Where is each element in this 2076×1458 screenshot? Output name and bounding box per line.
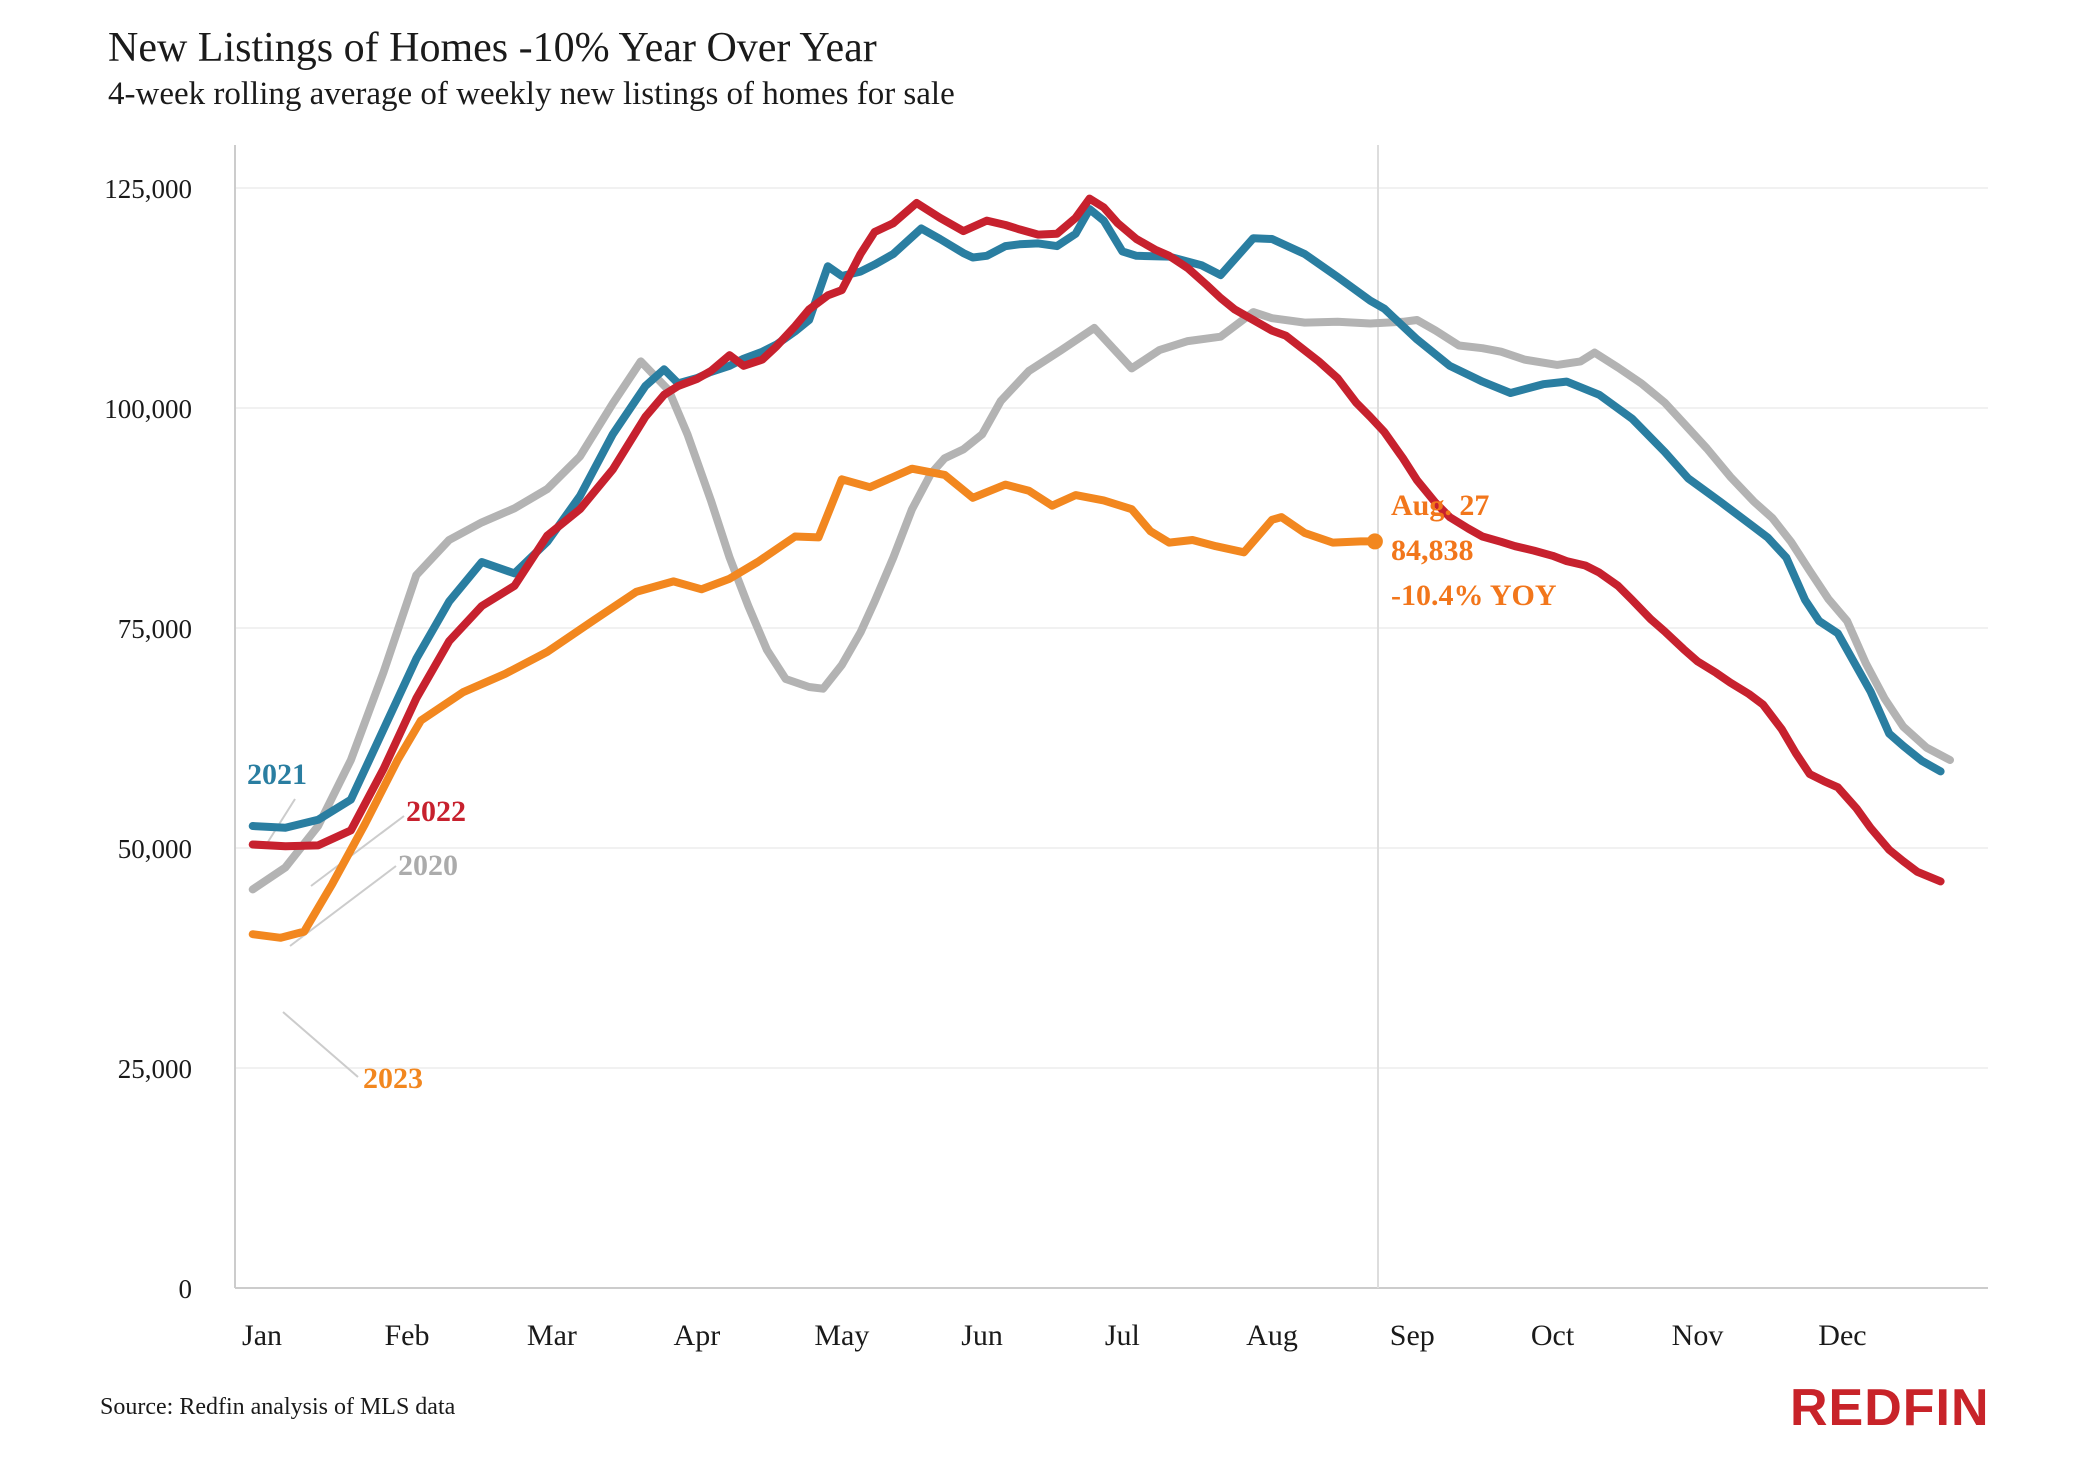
- y-tick-label: 125,000: [104, 174, 192, 204]
- source-note: Source: Redfin analysis of MLS data: [100, 1394, 456, 1420]
- label-leader-line: [265, 798, 296, 846]
- annotation-value: 84,838: [1391, 534, 1474, 567]
- x-tick-label-May: May: [814, 1319, 869, 1352]
- x-tick-label-Mar: Mar: [527, 1319, 577, 1352]
- series-label-2022: 2022: [406, 795, 466, 828]
- x-tick-label-Jun: Jun: [961, 1319, 1003, 1352]
- x-tick-label-Apr: Apr: [674, 1319, 721, 1352]
- series-line-2022: [248, 194, 1945, 886]
- x-tick-label-Oct: Oct: [1531, 1319, 1575, 1352]
- y-tick-label: 25,000: [118, 1054, 192, 1084]
- annotation-yoy: -10.4% YOY: [1391, 579, 1557, 612]
- y-tick-label: 0: [179, 1274, 193, 1304]
- y-tick-label: 50,000: [118, 834, 192, 864]
- redfin-logo: REDFIN: [1790, 1379, 1990, 1437]
- x-tick-label-Aug: Aug: [1246, 1319, 1298, 1352]
- y-tick-label: 100,000: [104, 394, 192, 424]
- y-tick-label: 75,000: [118, 614, 192, 644]
- x-tick-label-Sep: Sep: [1390, 1319, 1435, 1352]
- series-line-2023: [248, 464, 1379, 942]
- series-label-2020: 2020: [398, 849, 458, 882]
- latest-value-annotation: Aug. 27 84,838 -10.4% YOY: [1391, 483, 1557, 618]
- series-label-2021: 2021: [247, 758, 307, 791]
- x-tick-label-Jul: Jul: [1105, 1319, 1140, 1352]
- series-line-2021: [248, 205, 1945, 832]
- series-endpoint-dot-2023: [1366, 533, 1383, 550]
- x-tick-label-Dec: Dec: [1818, 1319, 1866, 1352]
- series-label-2023: 2023: [363, 1062, 423, 1095]
- chart-title: New Listings of Homes -10% Year Over Yea…: [108, 25, 877, 71]
- chart-subtitle: 4-week rolling average of weekly new lis…: [108, 76, 955, 112]
- label-leader-line: [282, 1011, 359, 1078]
- annotation-date: Aug. 27: [1391, 489, 1490, 522]
- x-tick-label-Jan: Jan: [242, 1319, 282, 1352]
- x-tick-label-Feb: Feb: [384, 1319, 429, 1352]
- label-leader-line: [310, 815, 405, 887]
- series-line-2020: [248, 308, 1954, 894]
- x-tick-label-Nov: Nov: [1672, 1319, 1724, 1352]
